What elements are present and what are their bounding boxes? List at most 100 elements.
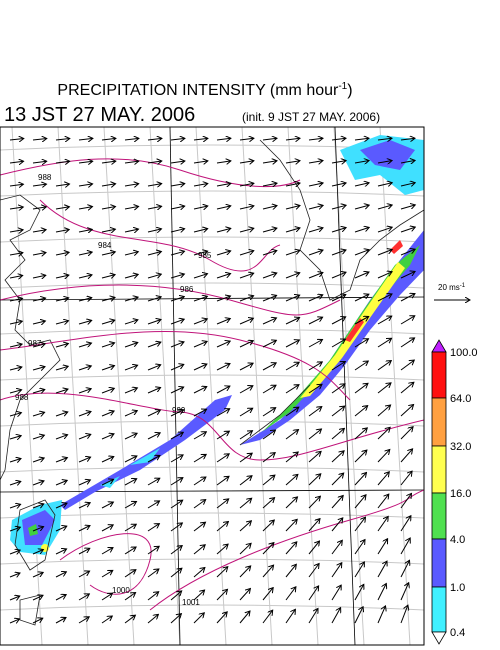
wind-arrow [216, 161, 231, 163]
wind-arrow [78, 480, 90, 486]
wind-arrow [331, 518, 343, 532]
wind-arrow [101, 525, 113, 532]
wind-arrow [78, 571, 90, 578]
wind-arrow [78, 617, 89, 624]
parallel [0, 190, 424, 197]
wind-arrow [239, 183, 254, 186]
wind-arrow [55, 184, 70, 186]
isobar-label: 1000 [112, 586, 130, 595]
wind-arrow [239, 566, 251, 578]
wind-arrow [285, 587, 296, 601]
wind-arrow [124, 365, 138, 371]
wind-arrow [170, 455, 183, 463]
wind-arrow [400, 249, 415, 256]
wind-arrow [377, 606, 386, 624]
wind-arrow [101, 229, 115, 232]
wind-arrow [308, 608, 318, 624]
wind-arrow [124, 524, 136, 532]
wind-arrow [354, 406, 368, 417]
wind-arrow [193, 454, 206, 463]
wind-arrow [308, 541, 320, 555]
colorbar-swatch [431, 586, 447, 633]
wind-arrow [55, 389, 68, 393]
wind-arrow [78, 457, 91, 463]
wind-arrow [9, 344, 22, 347]
wind-arrow [377, 338, 392, 348]
wind-arrow [377, 294, 392, 302]
meridian [379, 127, 411, 645]
wind-arrow [32, 412, 45, 416]
title-main: PRECIPITATION INTENSITY (mm hour [57, 82, 339, 99]
isobar-label: 1001 [182, 598, 200, 607]
wind-arrow [262, 430, 276, 440]
wind-arrow [308, 362, 322, 371]
isobar-label: 986 [180, 285, 194, 294]
wind-arrow [331, 339, 346, 348]
meridian [241, 127, 273, 645]
wind-arrow [262, 318, 277, 325]
wind-arrow [262, 610, 273, 624]
wind-arrow [9, 230, 23, 232]
colorbar-label: 16.0 [450, 488, 471, 500]
wind-arrow [354, 205, 369, 210]
wind-arrow [354, 607, 363, 624]
wind-arrow [55, 618, 66, 624]
wind-arrow [55, 503, 67, 509]
wind-arrow [170, 251, 185, 255]
colorbar-swatch [431, 445, 447, 494]
wind-arrow [308, 407, 322, 417]
wind-arrow [308, 161, 323, 163]
wind-arrow [9, 207, 23, 209]
wind-arrow [285, 474, 298, 486]
wind-arrow [9, 139, 24, 141]
wind-arrow [9, 253, 23, 255]
colorbar-swatch [431, 492, 447, 540]
wind-arrow [147, 614, 158, 624]
parallel [0, 236, 424, 243]
wind-arrow [216, 228, 231, 232]
wind-arrow [124, 206, 139, 209]
wind-arrow [32, 207, 46, 209]
wind-arrow [308, 273, 323, 279]
wind-arrow [101, 138, 116, 140]
wind-arrow [9, 481, 21, 485]
coast-luzon [19, 594, 41, 626]
title-end: ) [347, 82, 352, 99]
wind-arrow [285, 206, 300, 210]
wind-arrow [78, 229, 92, 232]
isobar [0, 330, 351, 401]
wind-arrow [216, 341, 230, 348]
wind-arrow [400, 160, 415, 163]
wind-arrow [78, 161, 93, 163]
wind-arrow [32, 504, 44, 509]
wind-arrow [354, 294, 369, 302]
wind-arrow [78, 320, 92, 324]
wind-arrow [354, 227, 369, 233]
wind-arrow [308, 384, 322, 394]
wind-arrow [78, 298, 92, 301]
wind-arrow [170, 297, 184, 302]
wind-arrow [147, 433, 160, 440]
parallel [0, 374, 424, 381]
wind-arrow [216, 454, 229, 463]
wind-arrow [9, 184, 23, 186]
wind-arrow [285, 564, 296, 578]
wind-arrow [285, 340, 299, 348]
wind-arrow [239, 318, 253, 325]
meridian [57, 127, 89, 645]
wind-arrow [216, 589, 228, 601]
wind-arrow [78, 366, 91, 371]
wind-arrow [308, 519, 320, 532]
wind-arrow [377, 427, 390, 440]
wind-arrow [331, 250, 346, 256]
wind-arrow [101, 207, 116, 210]
wind-arrow [377, 472, 389, 486]
wind-arrow [239, 521, 251, 532]
wind-arrow [262, 543, 274, 555]
wind-arrow [9, 459, 21, 463]
wind-arrow [193, 161, 208, 163]
wind-arrow [354, 473, 367, 486]
title: PRECIPITATION INTENSITY (mm hour-1) [57, 81, 352, 99]
wind-arrow [147, 478, 160, 486]
wind-arrow [170, 614, 181, 624]
